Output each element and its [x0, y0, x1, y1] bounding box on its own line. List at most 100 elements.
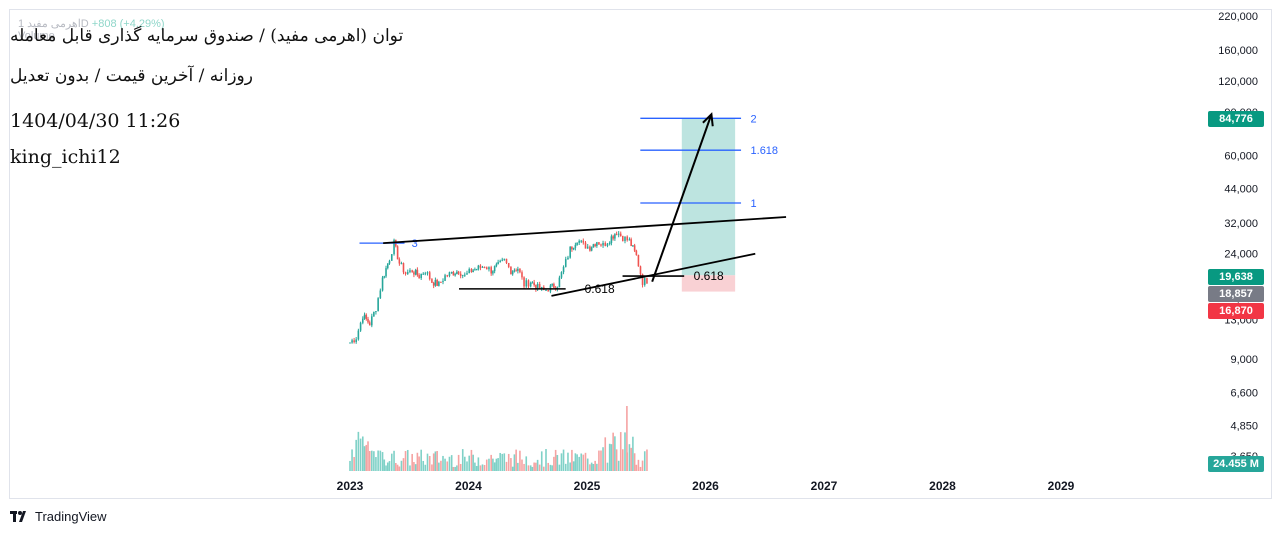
chart-datetime: 1404/04/30 11:26	[10, 110, 181, 132]
volume-bar	[562, 449, 565, 471]
volume-bar	[586, 458, 589, 471]
volume-bar	[479, 465, 482, 471]
volume-bar	[608, 443, 611, 471]
entry-price-badge: 19,638	[1208, 269, 1264, 285]
volume-bar	[567, 452, 569, 471]
candle-body	[368, 322, 371, 326]
volume-bar	[584, 452, 587, 471]
volume-bar	[409, 465, 411, 471]
fib-level-label: 1.618	[751, 145, 779, 157]
volume-bar	[617, 460, 620, 471]
volume-bar	[381, 452, 384, 471]
volume-bar	[574, 453, 577, 471]
volume-bar	[596, 463, 598, 471]
volume-bar	[428, 456, 431, 471]
volume-bar	[533, 462, 535, 471]
volume-bar	[472, 454, 474, 471]
candle-body	[564, 259, 567, 267]
candle-body	[386, 263, 389, 269]
candle-body	[355, 339, 357, 343]
candle-body	[361, 318, 364, 323]
candle-body	[426, 272, 429, 274]
last-price-badge: 18,857	[1208, 286, 1264, 302]
candle-body	[456, 271, 458, 275]
y-tick-label: 4,850	[1230, 420, 1258, 432]
x-tick-label: 2026	[692, 479, 719, 493]
candle-body	[463, 274, 466, 276]
volume-bar	[493, 462, 496, 471]
volume-bar	[554, 449, 557, 471]
volume-bar	[497, 458, 499, 471]
candle-body	[485, 267, 488, 270]
volume-bar	[416, 452, 419, 471]
volume-bar	[582, 454, 585, 471]
volume-bar	[594, 460, 596, 471]
target-price-badge: 84,776	[1208, 111, 1264, 127]
candle-body	[569, 246, 571, 258]
candle-body	[590, 247, 593, 251]
volume-bar	[367, 441, 369, 471]
tradingview-logo[interactable]: TradingView	[10, 509, 107, 524]
volume-bar	[527, 465, 530, 471]
candle-body	[578, 240, 580, 243]
volume-bar	[632, 436, 634, 471]
candle-body	[540, 286, 543, 290]
volume-bar	[448, 456, 451, 471]
x-tick-label: 2028	[929, 479, 956, 493]
candle-body	[608, 242, 611, 244]
retracement-label: 0.618	[585, 282, 615, 296]
volume-bar	[383, 459, 386, 471]
volume-bar	[515, 449, 517, 471]
volume-bar	[411, 453, 413, 471]
candle-body	[492, 271, 494, 274]
candle-body	[633, 245, 636, 251]
candle-body	[495, 264, 498, 267]
volume-bar	[400, 460, 403, 471]
candle-body	[488, 267, 490, 270]
volume-bar	[488, 458, 490, 471]
y-tick-label: 44,000	[1224, 184, 1258, 196]
candle-body	[466, 273, 468, 275]
volume-bar	[466, 461, 468, 471]
volume-bar	[612, 432, 614, 471]
candle-body	[490, 267, 492, 274]
candle-body	[388, 260, 391, 264]
volume-bar	[461, 449, 464, 471]
volume-bar	[432, 453, 435, 471]
candle-body	[531, 282, 534, 284]
candle-body	[422, 273, 425, 275]
volume-bar	[621, 449, 624, 471]
volume-bar	[483, 464, 486, 471]
candle-body	[396, 246, 399, 260]
volume-bar	[404, 451, 407, 471]
candle-body	[416, 269, 419, 276]
candle-body	[385, 268, 387, 277]
candle-body	[535, 285, 537, 290]
candle-body	[479, 265, 482, 268]
candle-body	[641, 274, 644, 285]
volume-bar	[517, 462, 519, 471]
candle-body	[614, 234, 616, 239]
candle-body	[373, 311, 375, 317]
candle-body	[459, 273, 462, 276]
candle-body	[628, 239, 631, 241]
candle-body	[365, 314, 368, 319]
volume-bar	[535, 462, 537, 471]
volume-bar	[549, 464, 552, 471]
candle-body	[474, 269, 476, 271]
volume-bar	[363, 446, 366, 471]
volume-bar	[571, 449, 573, 471]
volume-bar	[450, 455, 453, 471]
candle-body	[558, 277, 561, 288]
candle-body	[510, 266, 512, 275]
candle-body	[452, 272, 455, 276]
candle-body	[436, 279, 438, 286]
volume-bar	[444, 458, 446, 471]
volume-bar	[511, 466, 514, 471]
candle-body	[440, 281, 442, 283]
volume-bar	[440, 460, 442, 471]
candle-body	[574, 244, 577, 248]
volume-bar	[499, 452, 501, 471]
volume-bar	[351, 449, 353, 471]
